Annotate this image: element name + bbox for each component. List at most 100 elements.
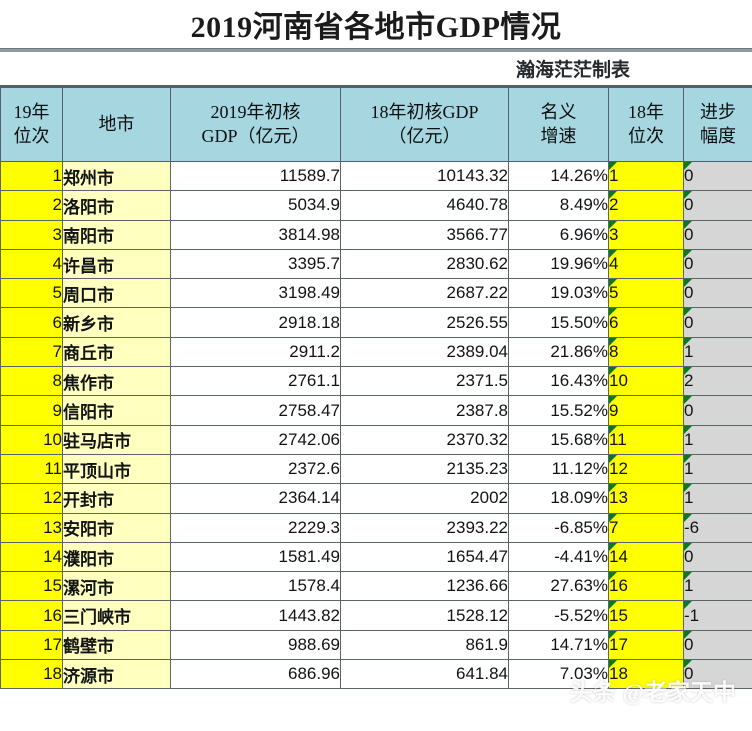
cell-city[interactable]: 鹤壁市 — [62, 629, 171, 661]
cell-gdp-2019[interactable]: 11589.7 — [170, 160, 341, 192]
cell-rank-2018[interactable]: 7 — [608, 512, 684, 543]
cell-rank-2018[interactable]: 12 — [608, 453, 684, 485]
cell-gdp-2019[interactable]: 5034.9 — [170, 190, 341, 221]
cell-growth[interactable]: 18.09% — [508, 483, 609, 514]
column-header-nominal-growth[interactable]: 名义 增速 — [508, 87, 609, 162]
cell-gdp-2019[interactable]: 1443.82 — [170, 600, 341, 631]
cell-gdp-2019[interactable]: 686.96 — [170, 659, 341, 690]
cell-city[interactable]: 新乡市 — [62, 307, 171, 338]
cell-rank-2018[interactable]: 1 — [608, 160, 684, 192]
cell-rank-change[interactable]: 0 — [683, 659, 752, 690]
column-header-city[interactable]: 地市 — [62, 87, 171, 162]
cell-rank-2018[interactable]: 5 — [608, 278, 684, 309]
cell-gdp-2018[interactable]: 2687.22 — [340, 278, 509, 309]
cell-rank-2019[interactable]: 2 — [0, 190, 63, 221]
cell-city[interactable]: 周口市 — [62, 278, 171, 309]
cell-rank-change[interactable]: 0 — [683, 190, 752, 221]
cell-rank-2019[interactable]: 5 — [0, 278, 63, 309]
cell-rank-change[interactable]: 0 — [683, 541, 752, 573]
cell-gdp-2018[interactable]: 2389.04 — [340, 336, 509, 368]
cell-gdp-2018[interactable]: 2830.62 — [340, 248, 509, 280]
cell-growth[interactable]: 16.43% — [508, 366, 609, 397]
column-header-gdp-2018[interactable]: 18年初核GDP （亿元） — [340, 87, 509, 162]
cell-gdp-2019[interactable]: 1581.49 — [170, 541, 341, 573]
cell-growth[interactable]: -6.85% — [508, 512, 609, 543]
cell-gdp-2018[interactable]: 10143.32 — [340, 160, 509, 192]
column-header-rank-change[interactable]: 进步 幅度 — [683, 87, 752, 162]
cell-rank-2018[interactable]: 2 — [608, 190, 684, 221]
cell-growth[interactable]: 27.63% — [508, 571, 609, 602]
cell-rank-change[interactable]: 0 — [683, 278, 752, 309]
cell-rank-change[interactable]: 1 — [683, 336, 752, 368]
cell-growth[interactable]: -5.52% — [508, 600, 609, 631]
cell-gdp-2019[interactable]: 3814.98 — [170, 219, 341, 250]
cell-city[interactable]: 焦作市 — [62, 366, 171, 397]
cell-gdp-2019[interactable]: 1578.4 — [170, 571, 341, 602]
cell-rank-2018[interactable]: 14 — [608, 541, 684, 573]
cell-rank-2018[interactable]: 15 — [608, 600, 684, 631]
cell-city[interactable]: 郑州市 — [62, 160, 171, 192]
cell-growth[interactable]: 14.26% — [508, 160, 609, 192]
cell-city[interactable]: 洛阳市 — [62, 190, 171, 221]
cell-gdp-2018[interactable]: 1654.47 — [340, 541, 509, 573]
cell-gdp-2019[interactable]: 2918.18 — [170, 307, 341, 338]
cell-gdp-2018[interactable]: 1236.66 — [340, 571, 509, 602]
cell-city[interactable]: 平顶山市 — [62, 453, 171, 485]
cell-city[interactable]: 济源市 — [62, 659, 171, 690]
cell-growth[interactable]: 15.68% — [508, 424, 609, 455]
cell-rank-change[interactable]: 0 — [683, 307, 752, 338]
cell-city[interactable]: 漯河市 — [62, 571, 171, 602]
cell-rank-change[interactable]: 1 — [683, 424, 752, 455]
cell-rank-2019[interactable]: 14 — [0, 541, 63, 573]
cell-rank-change[interactable]: 2 — [683, 366, 752, 397]
cell-gdp-2018[interactable]: 2387.8 — [340, 395, 509, 426]
cell-rank-2019[interactable]: 16 — [0, 600, 63, 631]
cell-gdp-2019[interactable]: 2761.1 — [170, 366, 341, 397]
column-header-gdp-2019[interactable]: 2019年初核 GDP（亿元） — [170, 87, 341, 162]
cell-rank-2019[interactable]: 10 — [0, 424, 63, 455]
cell-rank-2018[interactable]: 4 — [608, 248, 684, 280]
cell-rank-2018[interactable]: 3 — [608, 219, 684, 250]
cell-rank-change[interactable]: 0 — [683, 395, 752, 426]
cell-rank-2019[interactable]: 15 — [0, 571, 63, 602]
cell-city[interactable]: 商丘市 — [62, 336, 171, 368]
cell-rank-change[interactable]: 0 — [683, 629, 752, 661]
cell-gdp-2019[interactable]: 3395.7 — [170, 248, 341, 280]
cell-rank-change[interactable]: 1 — [683, 571, 752, 602]
cell-city[interactable]: 南阳市 — [62, 219, 171, 250]
cell-rank-2018[interactable]: 6 — [608, 307, 684, 338]
cell-city[interactable]: 驻马店市 — [62, 424, 171, 455]
cell-growth[interactable]: 21.86% — [508, 336, 609, 368]
cell-gdp-2018[interactable]: 4640.78 — [340, 190, 509, 221]
cell-rank-change[interactable]: -1 — [683, 600, 752, 631]
cell-rank-2019[interactable]: 17 — [0, 629, 63, 661]
cell-gdp-2019[interactable]: 2758.47 — [170, 395, 341, 426]
cell-rank-change[interactable]: 0 — [683, 248, 752, 280]
cell-rank-2018[interactable]: 18 — [608, 659, 684, 690]
cell-gdp-2018[interactable]: 861.9 — [340, 629, 509, 661]
cell-growth[interactable]: 6.96% — [508, 219, 609, 250]
cell-rank-2018[interactable]: 11 — [608, 424, 684, 455]
cell-city[interactable]: 开封市 — [62, 483, 171, 514]
cell-gdp-2019[interactable]: 2364.14 — [170, 483, 341, 514]
cell-rank-2019[interactable]: 4 — [0, 248, 63, 280]
cell-city[interactable]: 三门峡市 — [62, 600, 171, 631]
cell-growth[interactable]: -4.41% — [508, 541, 609, 573]
cell-rank-2018[interactable]: 13 — [608, 483, 684, 514]
cell-rank-change[interactable]: 0 — [683, 219, 752, 250]
cell-rank-2019[interactable]: 8 — [0, 366, 63, 397]
cell-gdp-2018[interactable]: 2393.22 — [340, 512, 509, 543]
cell-city[interactable]: 濮阳市 — [62, 541, 171, 573]
cell-rank-change[interactable]: 1 — [683, 483, 752, 514]
column-header-rank-2018[interactable]: 18年 位次 — [608, 87, 684, 162]
cell-gdp-2018[interactable]: 2370.32 — [340, 424, 509, 455]
cell-rank-2019[interactable]: 1 — [0, 160, 63, 192]
cell-city[interactable]: 许昌市 — [62, 248, 171, 280]
cell-rank-2019[interactable]: 12 — [0, 483, 63, 514]
cell-city[interactable]: 安阳市 — [62, 512, 171, 543]
cell-rank-2019[interactable]: 6 — [0, 307, 63, 338]
cell-gdp-2018[interactable]: 2135.23 — [340, 453, 509, 485]
cell-gdp-2018[interactable]: 2526.55 — [340, 307, 509, 338]
cell-growth[interactable]: 19.03% — [508, 278, 609, 309]
cell-growth[interactable]: 14.71% — [508, 629, 609, 661]
